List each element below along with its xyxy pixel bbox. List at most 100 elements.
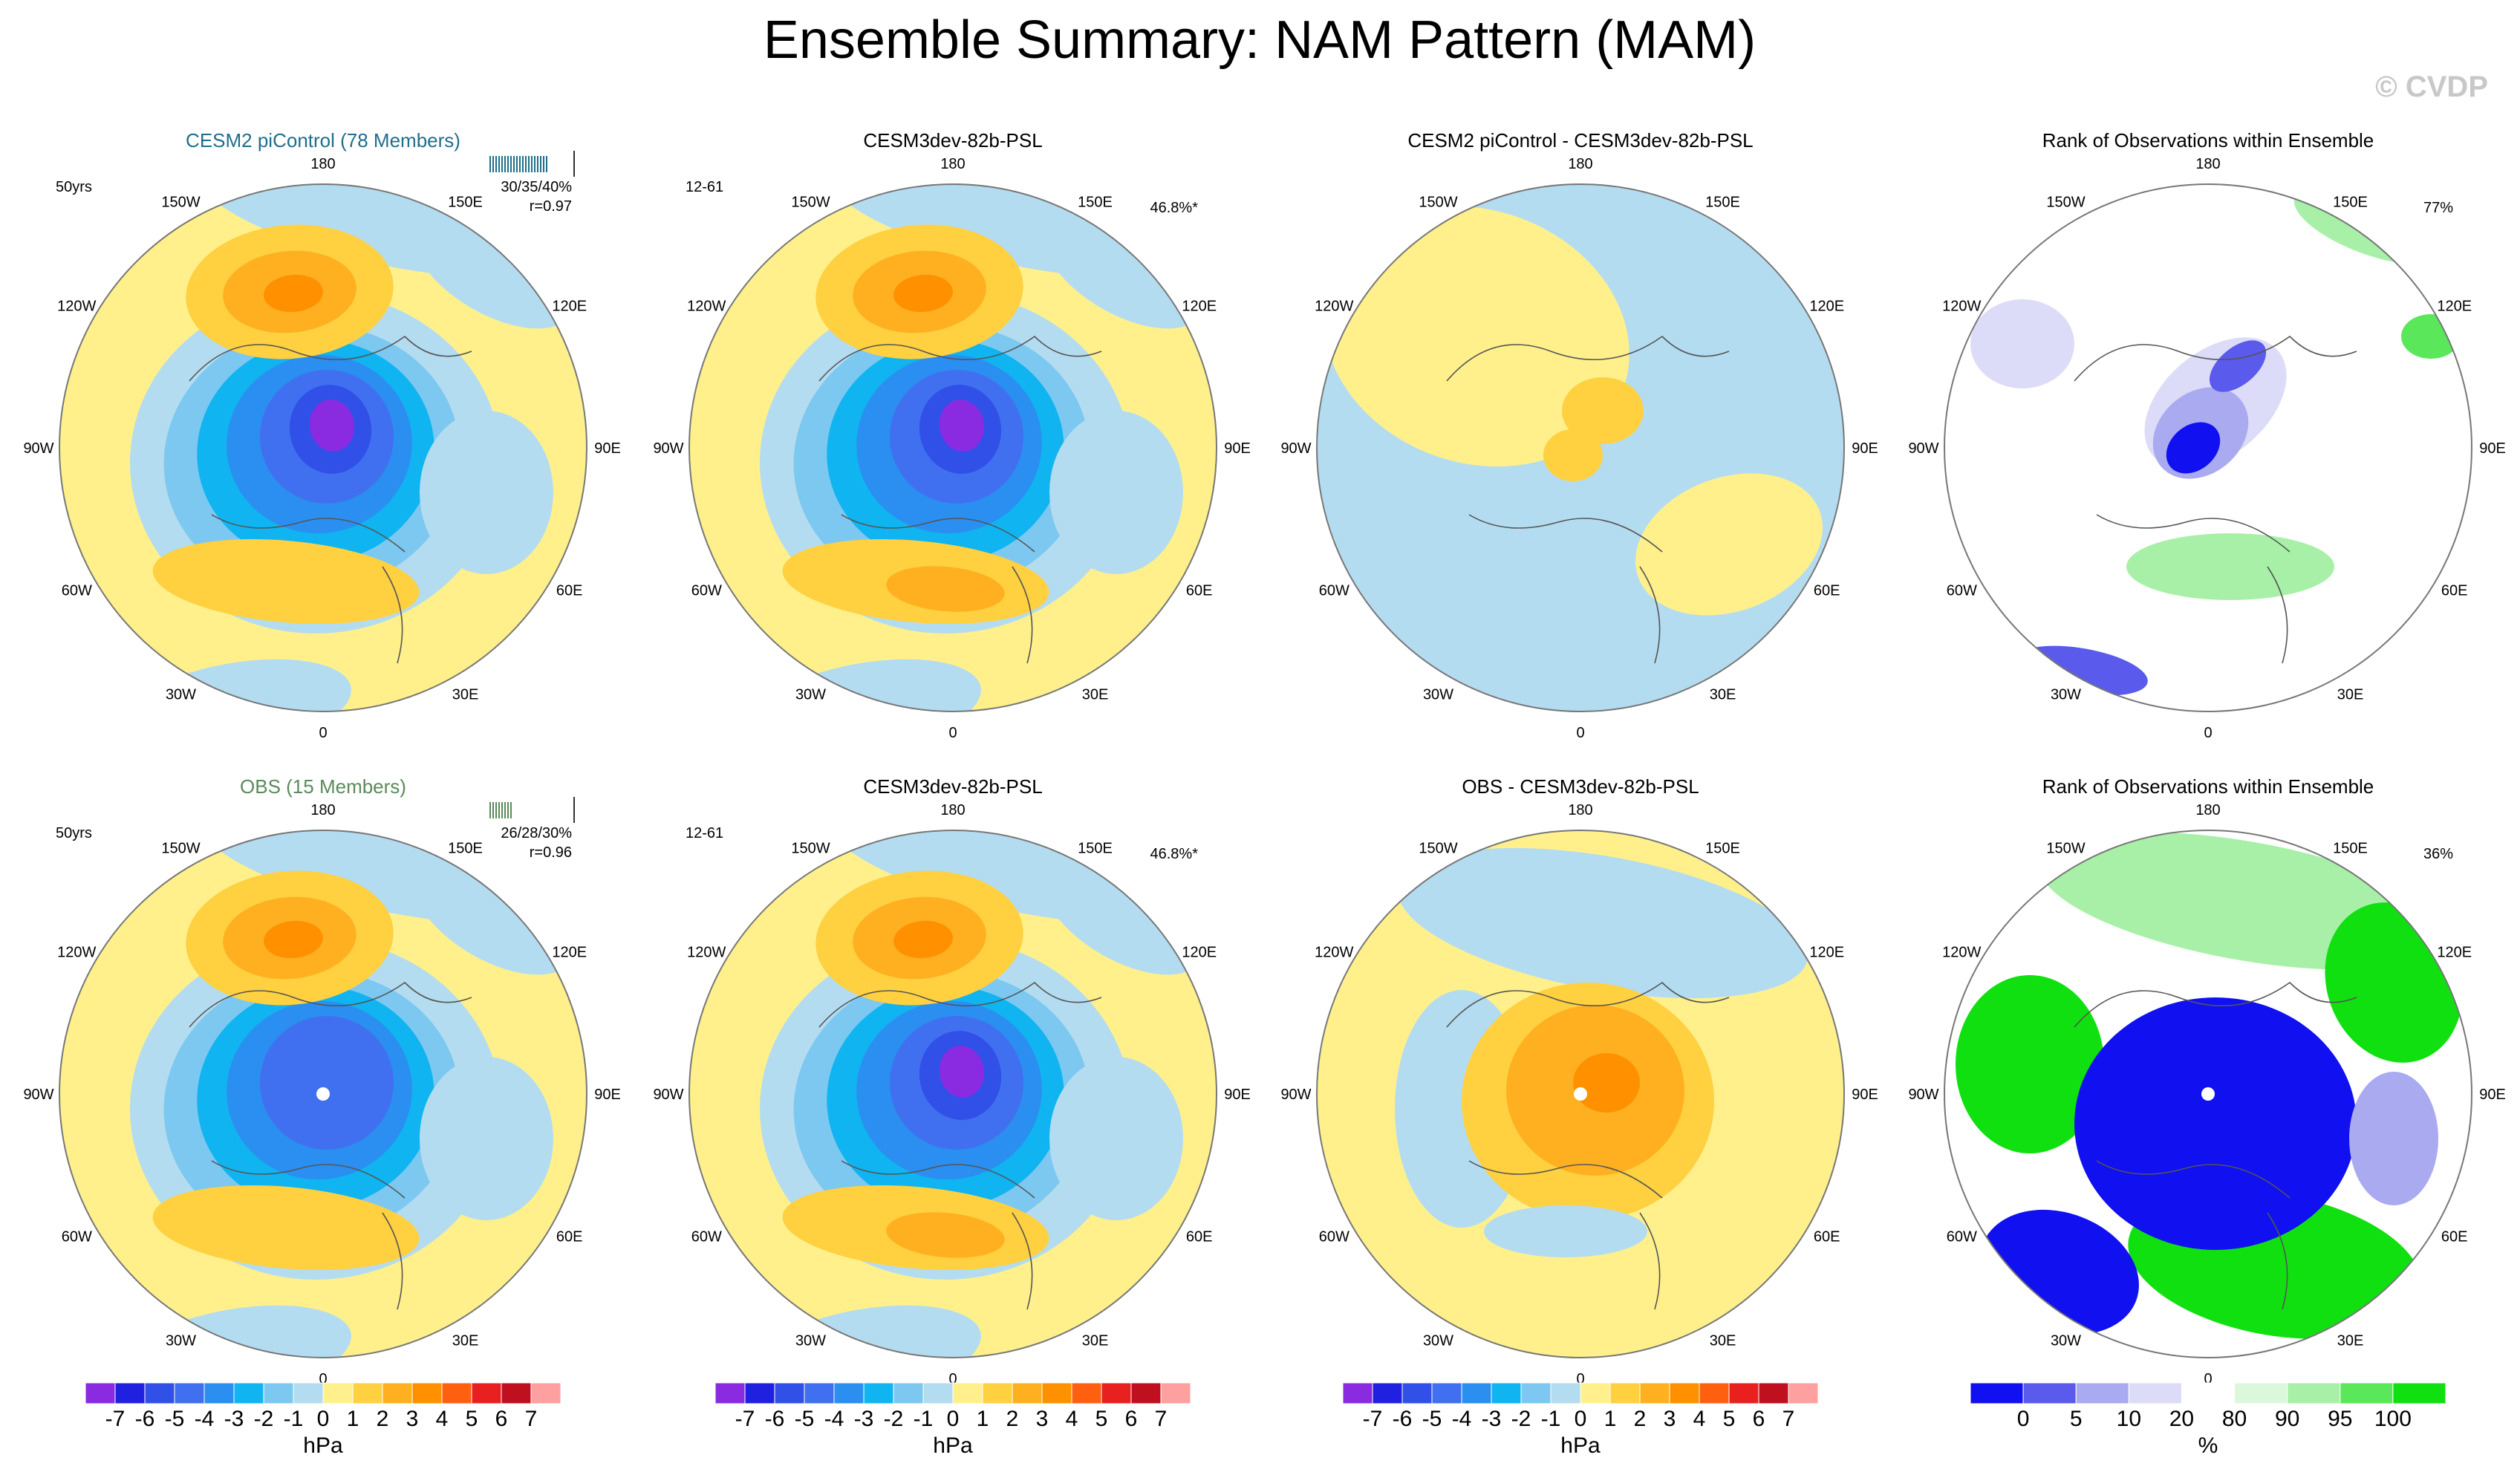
colorbar-swatch xyxy=(1101,1382,1132,1404)
colorbar-tick-label: 4 xyxy=(1693,1407,1706,1431)
correlation-label: r=0.97 xyxy=(530,198,572,215)
pale-blue-band xyxy=(1043,856,1205,975)
colorbar-tick-label: 0 xyxy=(317,1407,330,1431)
member-spread-ticks xyxy=(489,151,575,177)
lon-label: 30W xyxy=(2051,1333,2081,1349)
lon-label: 90E xyxy=(1224,440,1251,457)
map-field xyxy=(1944,184,2472,711)
colorbar-unit: % xyxy=(2198,1433,2218,1458)
map-outline xyxy=(1316,830,1845,1358)
colorbar-swatch xyxy=(1071,1382,1102,1404)
lon-label: 120W xyxy=(1315,945,1353,961)
coastlines xyxy=(1446,335,1730,664)
lon-label: 120W xyxy=(687,299,726,315)
map-panel-r2c2: 180 150E 120E 90E 60E 30E 0 30W 60W 90W 120W 150W CE… xyxy=(653,775,1250,1387)
lon-label: 60E xyxy=(1814,583,1840,599)
map-field xyxy=(1944,830,2472,1358)
colorbar-swatch xyxy=(1342,1382,1373,1404)
lon-label: 150E xyxy=(2333,840,2368,856)
lon-label: 180 xyxy=(1568,156,1592,172)
lon-label: 0 xyxy=(948,725,957,741)
lon-label: 90E xyxy=(594,440,621,457)
map-outline xyxy=(688,830,1217,1358)
lon-label: 60W xyxy=(62,1229,92,1245)
colorbar-swatch xyxy=(1728,1382,1759,1404)
colorbar-tick-label: -4 xyxy=(195,1407,215,1431)
lon-label: 150W xyxy=(1419,840,1457,856)
colorbar-swatch xyxy=(833,1382,865,1404)
colorbar-swatch xyxy=(952,1382,983,1404)
lon-label: 30W xyxy=(795,1333,826,1349)
lon-label: 0 xyxy=(319,1371,327,1387)
colorbar-tick-label: 95 xyxy=(2328,1407,2352,1431)
lon-label: 60W xyxy=(691,583,722,599)
coastlines xyxy=(189,981,472,1310)
colorbar-tick-label: 1 xyxy=(1604,1407,1617,1431)
lon-label: 120W xyxy=(1942,945,1981,961)
colorbar-swatch xyxy=(1639,1382,1670,1404)
stats-label: 30/35/40% xyxy=(501,179,572,195)
rank-patch xyxy=(1970,299,2074,388)
colorbar-swatch xyxy=(1580,1382,1611,1404)
colorbar-tick-label: 0 xyxy=(947,1407,960,1431)
lon-label: 120E xyxy=(1182,299,1217,315)
colorbar-4: 0 5 10 20 80 90 95 100% xyxy=(1970,1382,2446,1458)
colorbar-tick-label: -3 xyxy=(224,1407,244,1431)
panel-left-label: 50yrs xyxy=(56,825,92,841)
lon-label: 90W xyxy=(1280,1087,1311,1103)
lon-label: 150E xyxy=(448,840,483,856)
colorbar-unit: hPa xyxy=(1560,1433,1601,1458)
panel-right-label: 46.8%* xyxy=(1150,846,1199,862)
colorbar-swatch xyxy=(1758,1382,1789,1404)
lon-label: 180 xyxy=(2195,802,2220,818)
colorbar-swatch xyxy=(382,1382,413,1404)
coastlines xyxy=(2074,335,2357,664)
lon-label: 90W xyxy=(1908,440,1938,457)
colorbar-swatch xyxy=(1699,1382,1730,1404)
colorbar-tick-label: -6 xyxy=(135,1407,155,1431)
map-outline xyxy=(1944,183,2472,712)
pacific-high-3 xyxy=(264,274,323,313)
panel-title: Rank of Observations within Ensemble xyxy=(2042,129,2374,152)
pale-blue-region xyxy=(1049,1057,1183,1220)
colorbar-swatch xyxy=(2340,1382,2394,1404)
lon-label: 60E xyxy=(1186,583,1213,599)
stats-label: 26/28/30% xyxy=(501,825,572,841)
pale-blue-band xyxy=(413,210,575,329)
panel-right-label: 36% xyxy=(2423,846,2453,862)
colorbar-tick-label: 6 xyxy=(495,1407,508,1431)
colorbar-swatch xyxy=(744,1382,775,1404)
colorbar-tick-label: 3 xyxy=(1036,1407,1049,1431)
lon-label: 180 xyxy=(940,156,965,172)
lon-label: 120W xyxy=(1942,299,1981,315)
colorbar-swatch xyxy=(1431,1382,1462,1404)
map-outline xyxy=(688,183,1217,712)
colorbar-tick-label: 4 xyxy=(436,1407,449,1431)
colorbar-swatch xyxy=(2287,1382,2341,1404)
lon-label: 150W xyxy=(2046,840,2085,856)
lon-label: 0 xyxy=(948,1371,957,1387)
lon-label: 30E xyxy=(1710,687,1736,703)
lon-label: 90E xyxy=(2479,1087,2506,1103)
lon-label: 30E xyxy=(1082,1333,1109,1349)
lon-label: 150W xyxy=(161,194,200,210)
colorbar-tick-label: -2 xyxy=(254,1407,274,1431)
panel-title: CESM3dev-82b-PSL xyxy=(863,775,1042,798)
lon-label: 60E xyxy=(2441,1229,2468,1245)
colorbar-2: -7 -6 -5 -4 -3 -2 -1 0 1 2 3 4 5 6 7 hPa xyxy=(714,1382,1191,1458)
colorbar-tick-label: -5 xyxy=(1422,1407,1442,1431)
colorbar-tick-label: 100 xyxy=(2374,1407,2412,1431)
lon-label: 30E xyxy=(1082,687,1109,703)
high-contour-3 xyxy=(1573,1053,1640,1113)
lon-label: 60W xyxy=(62,583,92,599)
panel-title: OBS (15 Members) xyxy=(240,775,406,798)
colorbar-tick-label: 6 xyxy=(1125,1407,1138,1431)
lon-label: 30E xyxy=(2337,1333,2364,1349)
rank-patch xyxy=(2126,533,2334,600)
colorbar-swatch xyxy=(471,1382,502,1404)
map-panel-r1c4: 180 150E 120E 90E 60E 30E 0 30W 60W 90W 120W 150W Ra… xyxy=(1908,129,2505,741)
colorbar-tick-label: 10 xyxy=(2117,1407,2141,1431)
map-field xyxy=(59,830,587,1358)
positive-contour-1 xyxy=(1543,429,1603,481)
pale-blue-band xyxy=(1397,847,1808,999)
